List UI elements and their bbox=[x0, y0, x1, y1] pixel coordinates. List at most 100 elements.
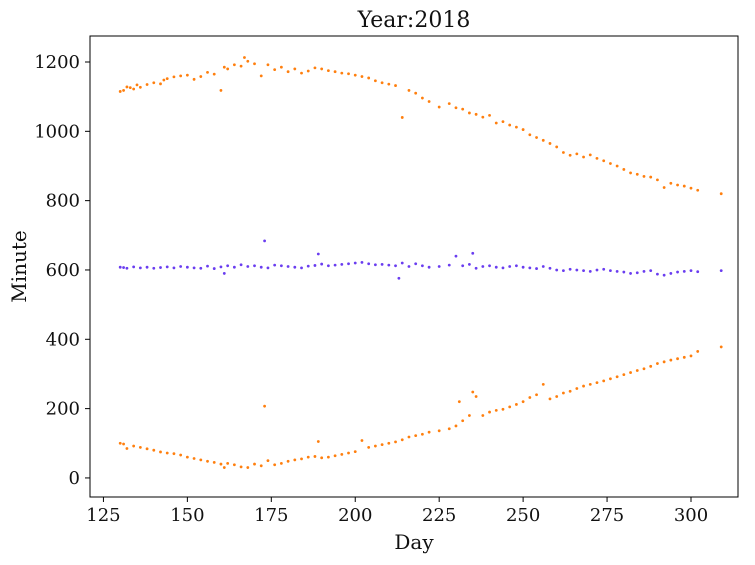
data-point-series-2 bbox=[407, 265, 411, 268]
data-point-series-1 bbox=[179, 74, 183, 78]
data-point-series-2 bbox=[461, 264, 465, 268]
data-point-series-3 bbox=[306, 455, 310, 459]
data-point-series-2 bbox=[279, 264, 283, 268]
data-point-series-1 bbox=[420, 96, 424, 100]
data-point-series-1 bbox=[259, 74, 263, 78]
data-point-series-3 bbox=[226, 461, 230, 465]
data-point-series-3 bbox=[219, 462, 223, 466]
data-point-series-3 bbox=[642, 367, 646, 371]
data-point-series-2 bbox=[588, 269, 592, 273]
data-point-series-3 bbox=[232, 463, 236, 467]
data-point-series-1 bbox=[656, 178, 659, 182]
data-point-series-1 bbox=[535, 136, 538, 139]
data-point-series-3 bbox=[373, 444, 377, 448]
data-point-series-3 bbox=[719, 345, 723, 349]
data-point-series-3 bbox=[582, 384, 585, 388]
data-point-series-3 bbox=[266, 459, 270, 463]
data-point-series-1 bbox=[696, 188, 700, 192]
data-point-series-1 bbox=[394, 84, 397, 87]
data-point-series-2 bbox=[649, 269, 653, 273]
data-point-series-1 bbox=[719, 192, 723, 196]
data-point-series-2 bbox=[320, 262, 324, 266]
x-tick-label: 250 bbox=[506, 505, 540, 526]
data-point-series-1 bbox=[635, 172, 639, 176]
data-point-series-2 bbox=[316, 252, 320, 256]
axis-ticks: 125 150 175 200 225 250 275 300 0 200 400 600 800 100… bbox=[34, 52, 708, 526]
data-point-series-2 bbox=[437, 265, 441, 268]
data-point-series-3 bbox=[300, 457, 303, 461]
data-point-series-2 bbox=[266, 266, 270, 270]
data-point-series-2 bbox=[286, 265, 290, 268]
data-point-series-3 bbox=[286, 459, 290, 463]
data-point-series-1 bbox=[300, 71, 303, 75]
data-point-series-3 bbox=[649, 364, 653, 368]
data-point-series-2 bbox=[656, 272, 659, 276]
data-point-series-2 bbox=[125, 266, 129, 270]
data-point-series-2 bbox=[635, 271, 639, 275]
data-point-series-2 bbox=[400, 261, 404, 265]
data-point-series-3 bbox=[407, 435, 411, 439]
y-tick-label: 400 bbox=[46, 329, 80, 350]
data-point-series-3 bbox=[273, 463, 277, 467]
data-point-series-3 bbox=[165, 451, 169, 455]
y-tick-label: 0 bbox=[69, 468, 80, 489]
data-point-series-1 bbox=[313, 66, 317, 70]
data-point-series-2 bbox=[420, 264, 424, 268]
data-point-series-1 bbox=[555, 145, 559, 149]
data-point-series-2 bbox=[629, 272, 632, 275]
data-point-series-2 bbox=[501, 266, 505, 270]
data-point-series-3 bbox=[521, 400, 525, 404]
data-point-series-3 bbox=[595, 381, 599, 385]
data-point-series-1 bbox=[232, 63, 236, 67]
data-point-series-1 bbox=[380, 81, 384, 85]
data-point-series-1 bbox=[414, 91, 418, 95]
data-point-series-2 bbox=[340, 263, 344, 266]
data-point-series-1 bbox=[185, 73, 189, 77]
data-point-series-1 bbox=[662, 186, 666, 189]
data-point-series-3 bbox=[172, 452, 176, 456]
data-point-series-2 bbox=[669, 272, 673, 275]
data-point-series-2 bbox=[397, 276, 401, 280]
data-point-series-1 bbox=[243, 56, 246, 59]
data-point-series-2 bbox=[467, 263, 471, 266]
data-point-series-1 bbox=[437, 105, 441, 109]
data-point-series-2 bbox=[347, 262, 350, 266]
data-point-series-2 bbox=[380, 263, 384, 266]
data-point-series-1 bbox=[266, 63, 270, 67]
data-point-series-3 bbox=[320, 456, 324, 460]
data-point-series-1 bbox=[669, 181, 673, 185]
data-point-series-3 bbox=[239, 465, 243, 469]
data-point-series-2 bbox=[541, 265, 545, 268]
data-point-series-1 bbox=[494, 121, 498, 125]
data-point-series-2 bbox=[172, 266, 176, 270]
data-point-series-1 bbox=[132, 87, 136, 91]
data-point-series-2 bbox=[535, 267, 538, 270]
data-point-series-2 bbox=[471, 251, 475, 255]
data-point-series-2 bbox=[253, 264, 256, 268]
data-point-series-3 bbox=[152, 448, 156, 452]
data-point-series-2 bbox=[226, 264, 230, 268]
data-point-series-3 bbox=[669, 358, 673, 362]
data-point-series-2 bbox=[548, 266, 552, 270]
data-point-series-3 bbox=[696, 350, 700, 353]
data-point-series-2 bbox=[159, 266, 162, 269]
data-point-series-3 bbox=[118, 441, 122, 445]
data-point-series-3 bbox=[353, 450, 357, 453]
data-point-series-2 bbox=[212, 267, 216, 270]
data-point-series-2 bbox=[427, 265, 431, 269]
data-point-series-2 bbox=[515, 264, 518, 268]
data-point-series-1 bbox=[165, 77, 169, 81]
data-point-series-1 bbox=[326, 69, 330, 73]
data-point-series-1 bbox=[588, 153, 592, 157]
data-point-series-3 bbox=[481, 414, 485, 417]
data-point-series-2 bbox=[615, 269, 619, 273]
data-point-series-1 bbox=[488, 113, 491, 117]
data-point-series-1 bbox=[253, 62, 256, 66]
data-point-series-2 bbox=[582, 269, 585, 273]
data-point-series-2 bbox=[494, 265, 498, 269]
data-point-series-1 bbox=[152, 81, 156, 85]
data-point-series-1 bbox=[609, 162, 612, 165]
chart-title: Year:2018 bbox=[357, 8, 471, 33]
data-point-series-1 bbox=[548, 142, 552, 145]
data-point-series-1 bbox=[541, 138, 545, 142]
